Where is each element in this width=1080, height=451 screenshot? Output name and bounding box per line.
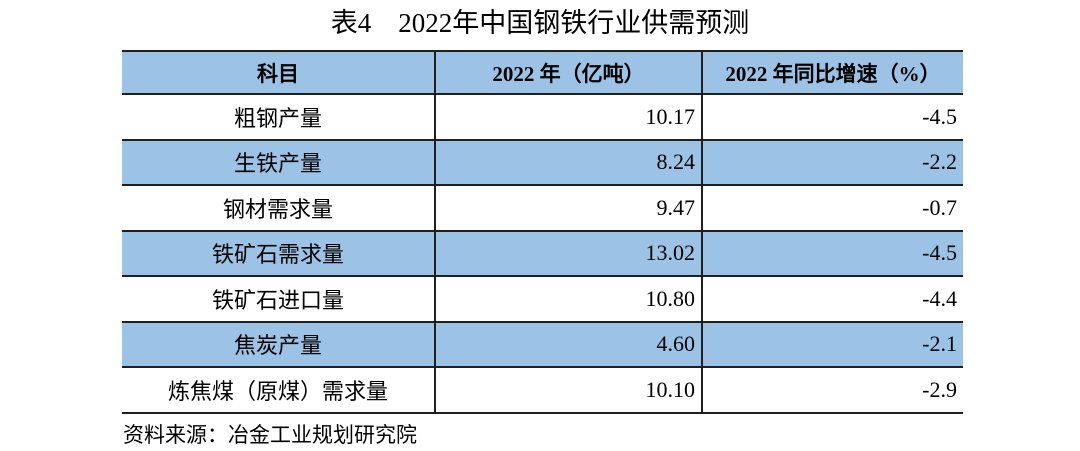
row-label-cell: 钢材需求量 xyxy=(122,184,436,232)
table-title: 表4 2022年中国钢铁行业供需预测 xyxy=(330,8,750,38)
source-note: 资料来源：冶金工业规划研究院 xyxy=(123,423,417,447)
table-row: 铁矿石需求量 13.02 -4.5 xyxy=(122,229,963,277)
row-value-cell: 10.80 xyxy=(435,275,703,323)
table-row: 焦炭产量 4.60 -2.1 xyxy=(122,320,963,368)
supply-demand-forecast-table: 科目 2022 年（亿吨） 2022 年同比增速（%） 粗钢产量 10.17 -… xyxy=(122,50,963,414)
row-value-cell: 8.24 xyxy=(435,138,703,186)
row-value-cell: 10.10 xyxy=(435,366,703,414)
row-growth-cell: -2.9 xyxy=(702,366,963,414)
row-label-cell: 铁矿石进口量 xyxy=(122,275,436,323)
table-row: 铁矿石进口量 10.80 -4.4 xyxy=(122,275,963,323)
row-growth-cell: -4.4 xyxy=(702,275,963,323)
row-growth-cell: -2.1 xyxy=(702,320,963,368)
table-row: 炼焦煤（原煤）需求量 10.10 -2.9 xyxy=(122,366,963,414)
row-value-cell: 10.17 xyxy=(435,93,703,141)
row-growth-cell: -2.2 xyxy=(702,138,963,186)
row-value-cell: 4.60 xyxy=(435,320,703,368)
header-value-column: 2022 年（亿吨） xyxy=(435,50,703,95)
header-growth-column: 2022 年同比增速（%） xyxy=(702,50,963,95)
row-label-cell: 炼焦煤（原煤）需求量 xyxy=(122,366,436,414)
table-row: 生铁产量 8.24 -2.2 xyxy=(122,138,963,186)
row-growth-cell: -4.5 xyxy=(702,229,963,277)
table-row: 粗钢产量 10.17 -4.5 xyxy=(122,93,963,141)
header-item-column: 科目 xyxy=(122,50,436,95)
row-label-cell: 粗钢产量 xyxy=(122,93,436,141)
row-label-cell: 铁矿石需求量 xyxy=(122,229,436,277)
row-growth-cell: -0.7 xyxy=(702,184,963,232)
row-growth-cell: -4.5 xyxy=(702,93,963,141)
table-row: 钢材需求量 9.47 -0.7 xyxy=(122,184,963,232)
table-header-row: 科目 2022 年（亿吨） 2022 年同比增速（%） xyxy=(122,50,963,95)
row-label-cell: 焦炭产量 xyxy=(122,320,436,368)
row-value-cell: 9.47 xyxy=(435,184,703,232)
row-value-cell: 13.02 xyxy=(435,229,703,277)
row-label-cell: 生铁产量 xyxy=(122,138,436,186)
